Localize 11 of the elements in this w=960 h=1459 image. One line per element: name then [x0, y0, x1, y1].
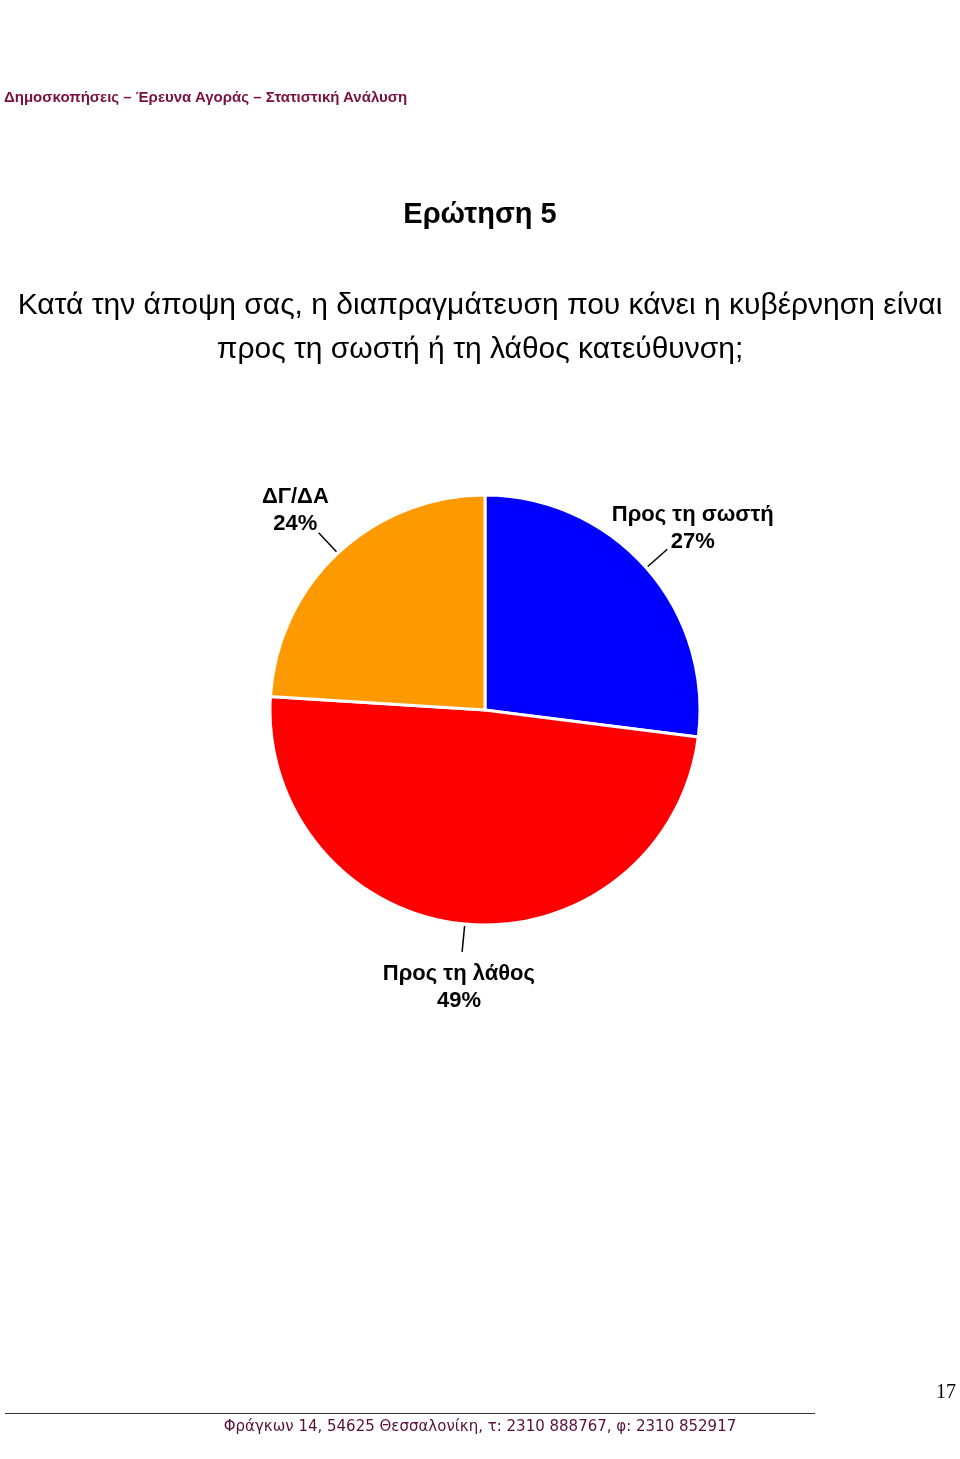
- slice-label: ΔΓ/ΔΑ: [261, 482, 329, 508]
- slice-label: Προς τη λάθος: [382, 960, 535, 986]
- text: Φράγκων 14, 54625 Θεσσαλονίκη, τ: 2310 888767, φ: 2310 852917: [222, 1417, 738, 1435]
- data-label: 27%: [670, 528, 715, 554]
- text: Δημοσκοπήσεις – Έρευνα Αγοράς – Στατιστική Ανάλυση: [4, 88, 408, 105]
- slice-label: Προς τη σωστή: [611, 501, 774, 527]
- data-label: 24%: [273, 509, 318, 535]
- chart-subtitle: Κατά την άποψη σας, η διαπραγμάτευση που κάνει η κυβέρνηση είναι προς τη σωστή ή τη λάθος κατεύθυνση;: [16, 286, 944, 366]
- text: 17: [936, 1380, 956, 1403]
- chart-title: Ερώτηση 5: [402, 197, 558, 230]
- data-label: 49%: [436, 987, 481, 1013]
